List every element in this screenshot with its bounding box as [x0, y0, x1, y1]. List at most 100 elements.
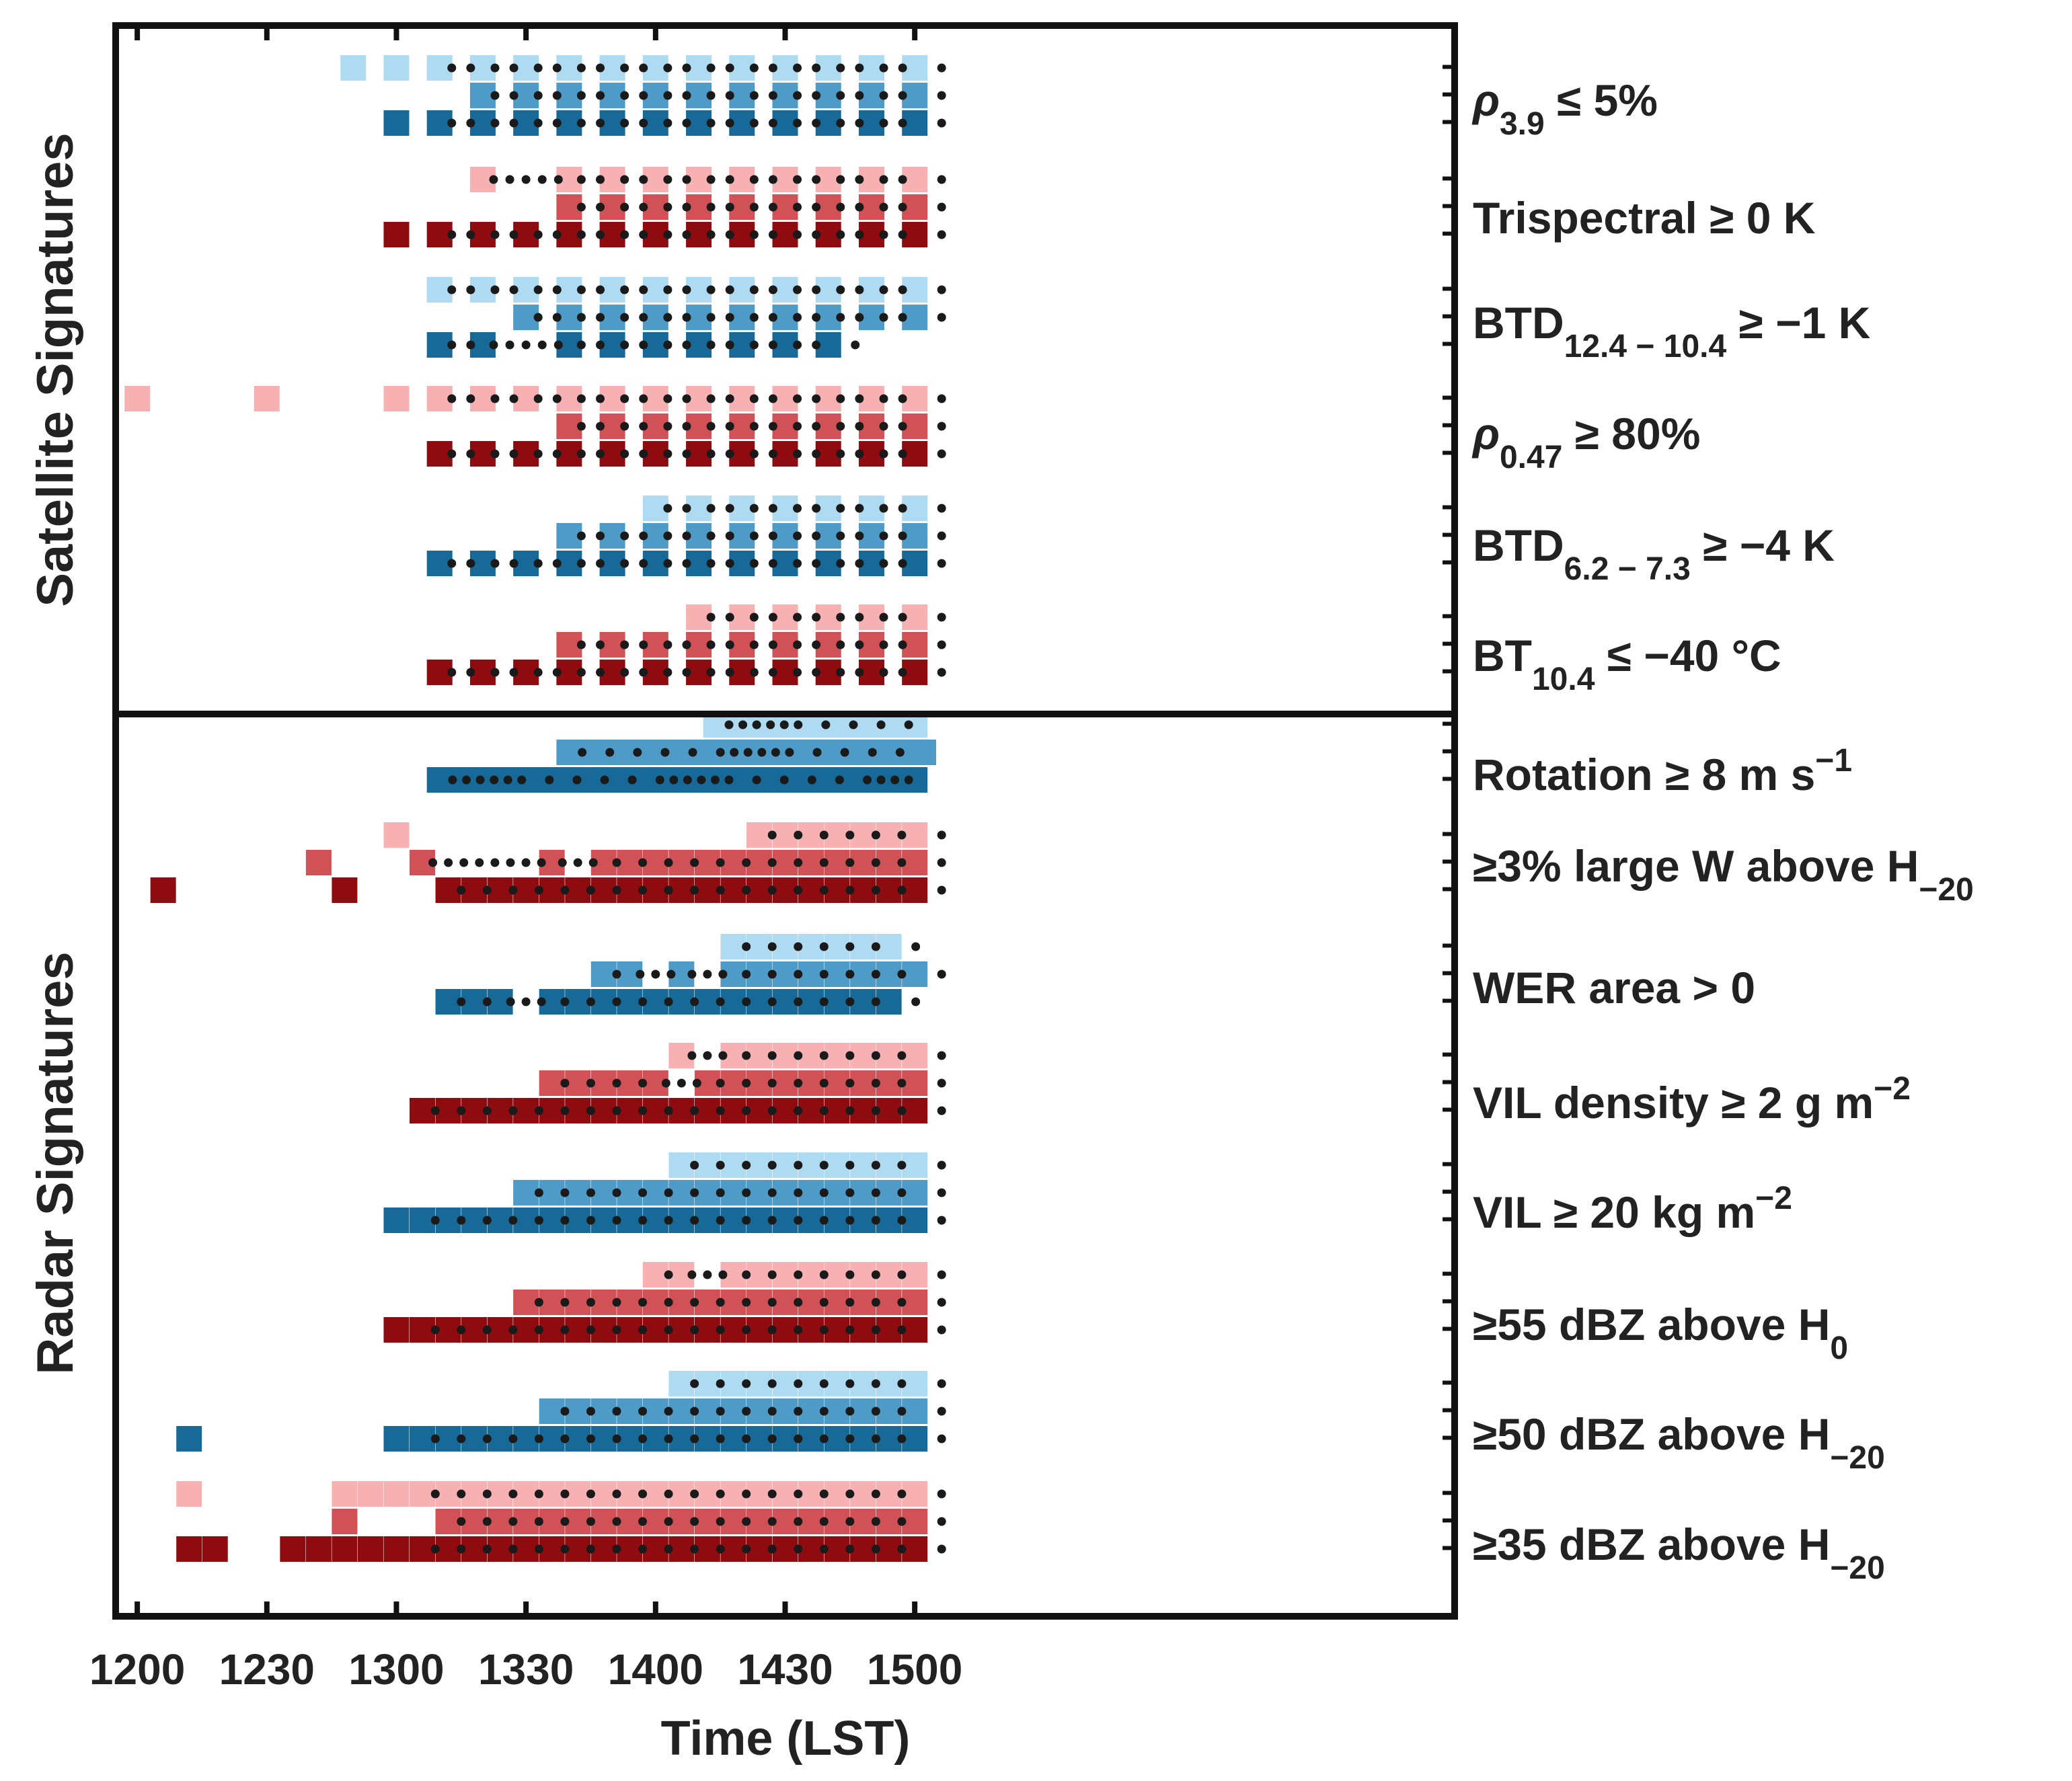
detection-dot	[586, 1489, 595, 1499]
detection-cell-top	[772, 1152, 798, 1178]
detection-cell-bottom	[617, 1317, 643, 1343]
detection-cell-bottom	[746, 1098, 772, 1123]
detection-dot	[690, 1160, 699, 1170]
detection-cell-top	[746, 1481, 772, 1507]
detection-dot	[620, 91, 629, 100]
detection-dot	[509, 285, 519, 294]
detection-cell-top	[850, 1152, 876, 1178]
detection-dot	[430, 1544, 440, 1554]
detection-cell-top	[798, 934, 824, 959]
detection-dot	[836, 504, 845, 513]
detection-dot	[937, 969, 946, 979]
detection-dot	[725, 449, 734, 459]
detection-dot	[669, 775, 679, 785]
detection-dot	[898, 531, 907, 541]
detection-dot	[749, 422, 759, 431]
detection-dot	[879, 230, 888, 239]
detection-cell-bottom	[565, 1208, 591, 1233]
detection-dot	[534, 1434, 543, 1443]
detection-dot	[509, 668, 519, 677]
detection-dot	[706, 340, 716, 350]
detection-dot	[937, 230, 946, 239]
detection-dot	[716, 1434, 725, 1443]
detection-dot	[855, 504, 864, 513]
detection-dot	[937, 63, 946, 73]
detection-dot	[666, 969, 676, 979]
detection-dot	[560, 1298, 570, 1307]
detection-dot	[482, 997, 492, 1006]
detection-dot	[898, 449, 907, 459]
detection-dot	[725, 63, 734, 73]
detection-dot	[937, 612, 946, 622]
detection-cell-middle	[513, 1290, 539, 1315]
detection-dot	[576, 531, 586, 541]
detection-dot	[533, 118, 543, 128]
detection-dot	[749, 340, 759, 350]
detection-cell-middle	[902, 850, 928, 875]
x-tick-label: 1330	[478, 1645, 574, 1694]
detection-dot	[768, 531, 777, 541]
detection-dot	[725, 422, 734, 431]
detection-cell-middle	[565, 1290, 591, 1315]
detection-cell-middle	[798, 1509, 824, 1534]
detection-dot	[482, 1106, 492, 1115]
detection-dot	[742, 1489, 751, 1499]
detection-dot	[489, 175, 498, 184]
detection-cell-top	[902, 1043, 928, 1068]
detection-dot	[517, 775, 527, 785]
detection-dot	[690, 997, 699, 1006]
detection-dot	[836, 118, 845, 128]
detection-dot	[768, 640, 777, 649]
detection-dot	[897, 1434, 907, 1443]
detection-dot	[716, 885, 725, 895]
detection-dot	[724, 720, 734, 729]
detection-dot	[793, 63, 802, 73]
detection-dot	[897, 1407, 907, 1416]
detection-dot	[768, 340, 777, 350]
detection-dot	[897, 1051, 907, 1060]
detection-cell-bottom	[668, 877, 695, 903]
detection-dot	[879, 559, 888, 568]
detection-dot	[612, 1298, 621, 1307]
detection-dot	[560, 1106, 570, 1115]
detection-cell-bottom	[902, 877, 928, 903]
detection-cell-top	[340, 55, 367, 81]
detection-dot	[706, 531, 716, 541]
detection-cell-bottom	[876, 1536, 902, 1562]
detection-dot	[768, 118, 777, 128]
detection-cell-top	[383, 1481, 410, 1507]
detection-dot	[749, 504, 759, 513]
detection-cell-middle	[539, 1180, 565, 1205]
detection-cell-middle	[772, 1070, 798, 1096]
detection-dot	[457, 885, 466, 895]
detection-dot	[819, 830, 829, 840]
detection-dot	[534, 1188, 543, 1197]
detection-cell-bottom	[435, 989, 461, 1015]
detection-dot	[533, 285, 543, 294]
detection-dot	[508, 885, 518, 895]
detection-dot	[742, 1434, 751, 1443]
detection-dot	[768, 202, 777, 212]
detection-dot	[742, 1325, 751, 1335]
chart-labels: 1200 1230 1300 1330 1400 1430 1500 Satellite Si…	[27, 75, 1974, 1694]
detection-dot	[447, 63, 457, 73]
detection-cell-middle	[876, 961, 902, 987]
detection-dot	[605, 748, 615, 757]
detection-dot	[620, 340, 629, 350]
detection-dot	[508, 1106, 518, 1115]
signature-row-3	[124, 386, 946, 467]
detection-cell-top	[876, 1043, 902, 1068]
detection-cell-middle	[746, 1398, 772, 1424]
detection-cell-bottom	[487, 877, 513, 903]
detection-cell-middle	[824, 1290, 850, 1315]
detection-dot	[612, 1078, 621, 1088]
detection-dot	[871, 1325, 880, 1335]
detection-dot	[819, 1379, 829, 1388]
detection-cell-middle	[668, 850, 695, 875]
detection-dot	[851, 340, 860, 350]
detection-dot	[596, 63, 605, 73]
detection-dot	[897, 1298, 907, 1307]
detection-dot	[836, 422, 845, 431]
detection-cell-bottom	[461, 1536, 488, 1562]
detection-cell-top	[590, 1481, 617, 1507]
